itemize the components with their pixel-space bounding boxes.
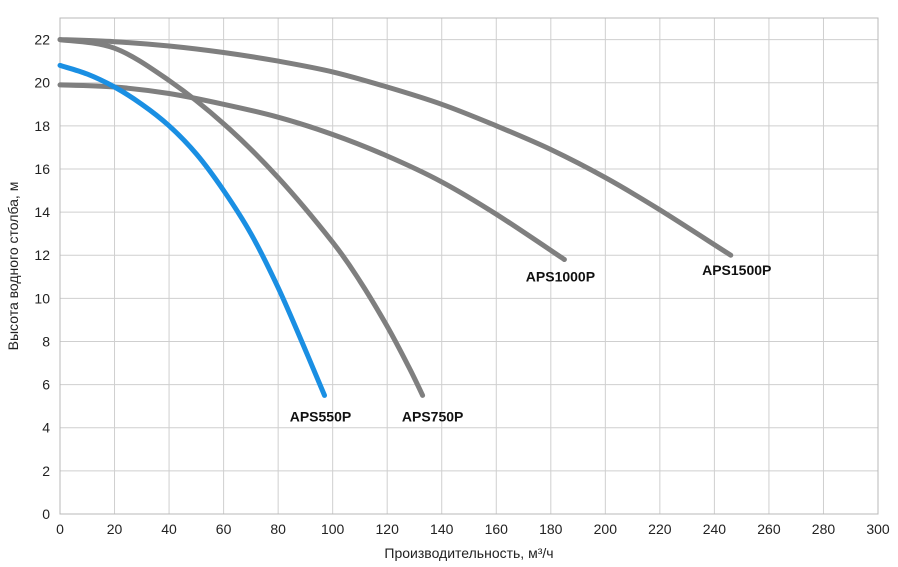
y-tick-label: 2 — [42, 463, 50, 479]
y-tick-label: 18 — [34, 118, 50, 134]
y-tick-label: 16 — [34, 161, 50, 177]
x-tick-label: 200 — [594, 521, 618, 537]
x-tick-label: 0 — [56, 521, 64, 537]
series-line-aps1500p — [57, 37, 734, 258]
x-tick-label: 220 — [648, 521, 672, 537]
y-tick-label: 22 — [34, 32, 50, 48]
x-tick-label: 120 — [376, 521, 400, 537]
x-tick-label: 280 — [812, 521, 836, 537]
x-tick-label: 300 — [866, 521, 890, 537]
y-tick-label: 10 — [34, 290, 50, 306]
y-axis-ticks: 0 2 4 6 8 10 12 14 16 18 20 22 — [34, 32, 50, 522]
y-tick-label: 12 — [34, 247, 50, 263]
series-label-aps750p: APS750P — [402, 408, 463, 424]
x-tick-label: 40 — [161, 521, 177, 537]
x-tick-label: 60 — [216, 521, 232, 537]
series-label-aps1000p: APS1000P — [526, 269, 595, 285]
x-tick-label: 160 — [485, 521, 509, 537]
x-tick-label: 80 — [270, 521, 286, 537]
x-tick-label: 240 — [703, 521, 727, 537]
y-tick-label: 0 — [42, 506, 50, 522]
series-label-aps1500p: APS1500P — [702, 262, 771, 278]
x-tick-label: 20 — [107, 521, 123, 537]
series-line-aps550p — [57, 62, 327, 398]
x-tick-label: 100 — [321, 521, 345, 537]
y-tick-label: 8 — [42, 333, 50, 349]
chart-grid — [59, 18, 879, 515]
y-tick-label: 4 — [42, 420, 50, 436]
y-tick-label: 14 — [34, 204, 50, 220]
y-tick-label: 20 — [34, 75, 50, 91]
x-tick-label: 260 — [757, 521, 781, 537]
series-labels: APS550P APS750P APS1000P APS1500P — [290, 262, 772, 424]
x-axis-title: Производительность, м³/ч — [384, 545, 553, 561]
series-line-aps1000p — [57, 82, 567, 262]
series-line-aps750p — [57, 37, 426, 398]
series-label-aps550p: APS550P — [290, 408, 351, 424]
x-tick-label: 140 — [430, 521, 454, 537]
plot-area-frame — [59, 17, 879, 515]
y-axis-title: Высота водного столба, м — [5, 182, 21, 351]
chart-series-group — [57, 37, 734, 398]
x-axis-ticks: 0 20 40 60 80 100 120 140 160 180 200 220 240 260 280 3… — [56, 521, 890, 537]
y-tick-label: 6 — [42, 377, 50, 393]
x-tick-label: 180 — [539, 521, 563, 537]
